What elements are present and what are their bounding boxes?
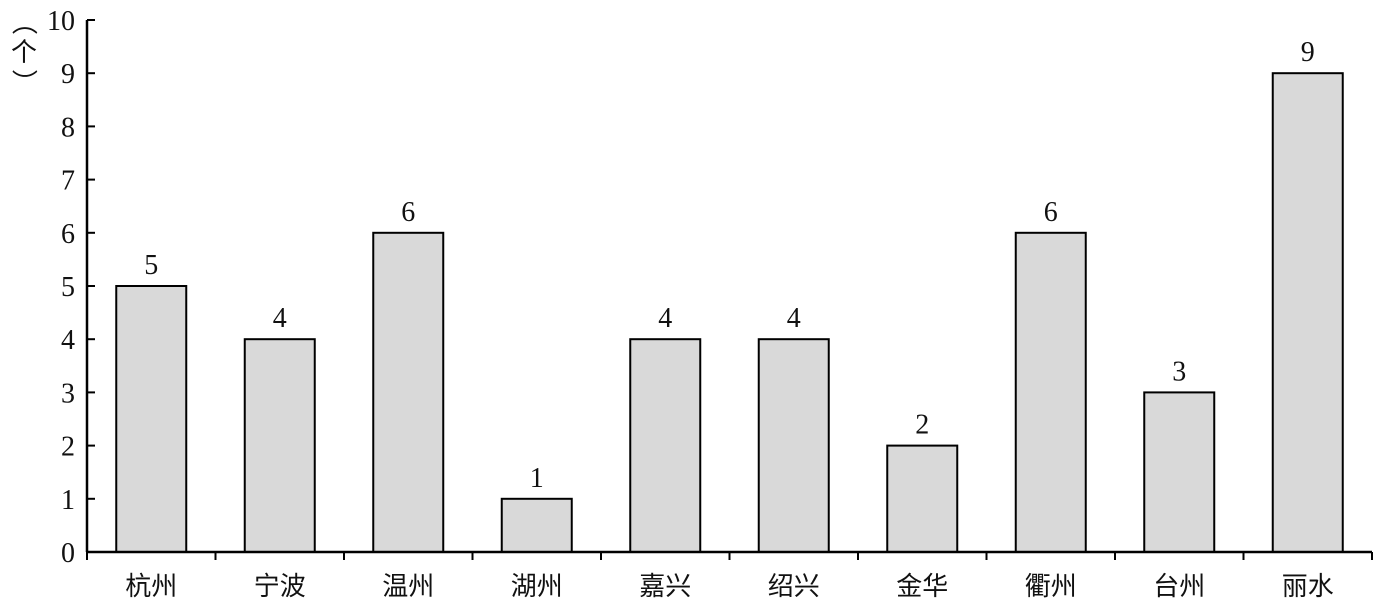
data-label: 4 [658,303,672,334]
data-label: 9 [1301,37,1315,68]
bar-绍兴 [757,338,830,554]
bar-丽水 [1271,72,1344,553]
category-label: 衢州 [1025,572,1077,602]
category-label: 绍兴 [768,572,820,602]
category-label: 湖州 [511,572,563,602]
y-tick-label: 5 [61,272,75,303]
data-label: 2 [915,410,929,441]
bars [115,72,1344,554]
y-tick-label: 4 [61,325,75,356]
y-tick-label: 0 [61,538,75,569]
y-tick-label: 6 [61,219,75,250]
data-label: 4 [273,303,287,334]
y-tick-label: 8 [61,112,75,143]
bar-衢州 [1014,231,1087,554]
category-label: 宁波 [254,572,306,602]
category-label: 杭州 [125,572,177,602]
y-tick-label: 7 [61,166,75,197]
bar-宁波 [243,338,316,554]
y-axis-label: （ 个） [8,9,38,95]
data-label: 6 [1044,197,1058,228]
x-ticks: 杭州 宁波 温州 湖州 嘉兴 绍兴 金华 衢州 台州 丽水 [86,552,1373,602]
category-label: 嘉兴 [639,572,691,602]
data-label: 6 [401,197,415,228]
y-axis-label-char: ） [8,69,38,95]
y-tick-label: 3 [61,378,75,409]
bar-金华 [886,444,959,554]
category-label: 丽水 [1282,572,1334,602]
category-label: 台州 [1153,572,1205,602]
y-tick-label: 2 [61,432,75,463]
data-label: 1 [530,463,544,494]
category-label: 金华 [896,572,948,602]
bar-嘉兴 [629,338,702,554]
category-label: 温州 [382,572,434,602]
y-axis-label-char: （ [8,9,38,35]
y-axis-label-char: 个 [11,38,37,68]
data-label: 5 [144,250,158,281]
bar-温州 [372,231,445,554]
y-tick-label: 10 [47,6,75,37]
data-label: 4 [787,303,801,334]
bar-湖州 [500,497,573,553]
bar-杭州 [115,285,188,553]
y-tick-label: 1 [61,485,75,516]
data-label: 3 [1172,356,1186,387]
y-ticks: 0 1 2 3 4 5 6 7 8 9 10 [47,6,95,569]
bar-台州 [1143,391,1216,553]
data-labels: 5 4 6 1 4 4 2 6 3 9 [144,37,1315,494]
y-tick-label: 9 [61,59,75,90]
